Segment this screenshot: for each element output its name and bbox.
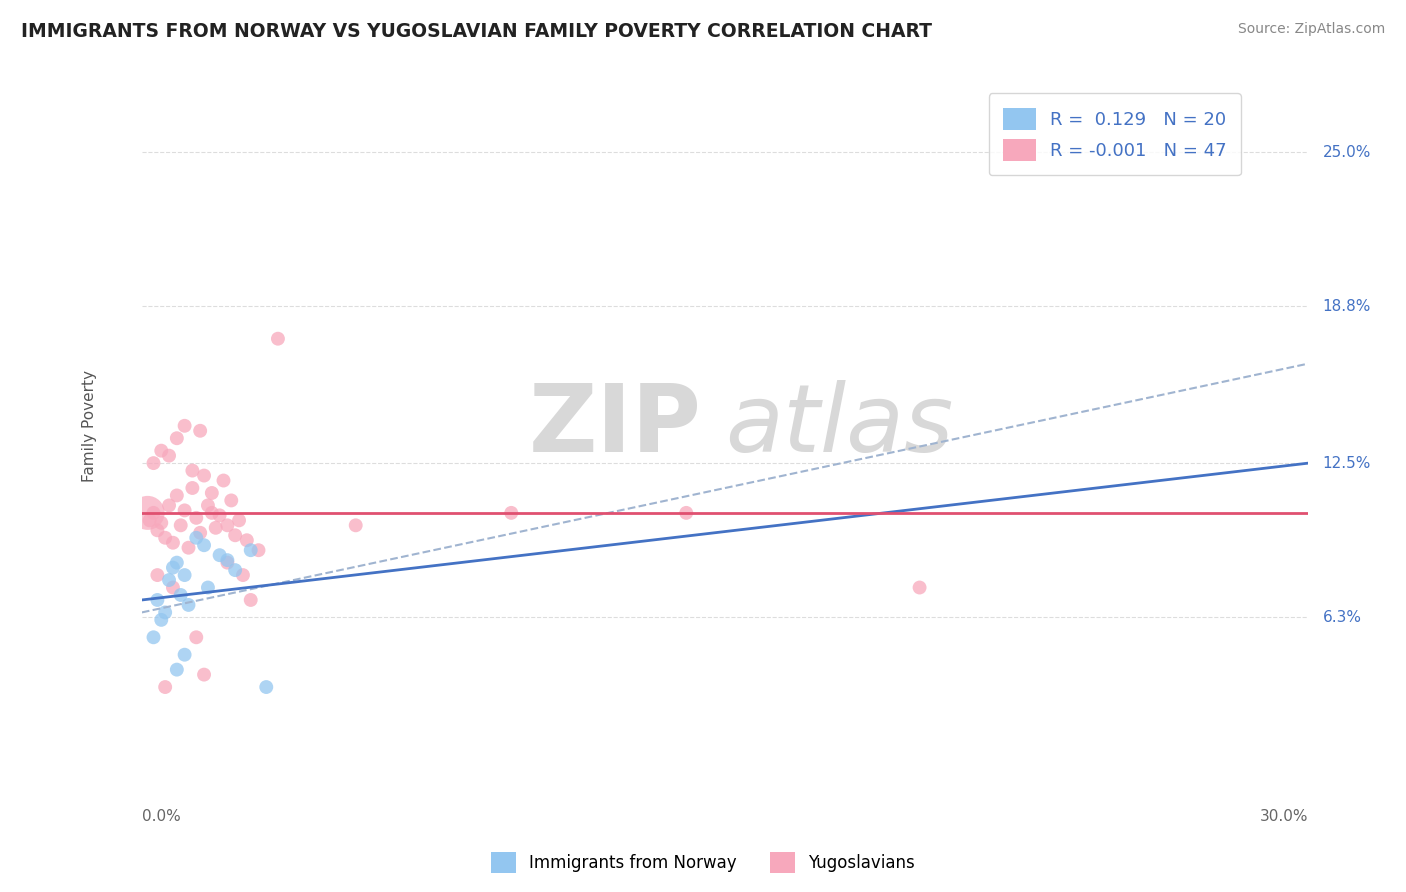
Point [344, 518, 367, 533]
Point [146, 568, 169, 582]
Point [173, 568, 195, 582]
Point [208, 548, 231, 562]
Point [239, 543, 262, 558]
Text: 0.0%: 0.0% [142, 809, 180, 824]
Point [267, 332, 290, 346]
Point [157, 573, 180, 587]
Point [146, 523, 169, 537]
Point [177, 541, 200, 555]
Point [239, 593, 262, 607]
Point [181, 481, 204, 495]
Point [193, 538, 215, 552]
Point [173, 418, 195, 433]
Text: Source: ZipAtlas.com: Source: ZipAtlas.com [1237, 22, 1385, 37]
Point [166, 431, 188, 445]
Point [162, 581, 184, 595]
Text: IMMIGRANTS FROM NORWAY VS YUGOSLAVIAN FAMILY POVERTY CORRELATION CHART: IMMIGRANTS FROM NORWAY VS YUGOSLAVIAN FA… [21, 22, 932, 41]
Point [162, 560, 184, 574]
Point [153, 531, 176, 545]
Point [908, 581, 931, 595]
Point [217, 556, 239, 570]
Point [142, 506, 165, 520]
Text: 25.0%: 25.0% [1323, 145, 1371, 160]
Point [188, 424, 211, 438]
Point [142, 630, 165, 644]
Point [197, 499, 219, 513]
Point [153, 680, 176, 694]
Text: 30.0%: 30.0% [1260, 809, 1309, 824]
Point [217, 518, 239, 533]
Legend: Immigrants from Norway, Yugoslavians: Immigrants from Norway, Yugoslavians [484, 846, 922, 880]
Point [136, 506, 159, 520]
Point [201, 486, 224, 500]
Point [173, 503, 195, 517]
Point [212, 474, 235, 488]
Point [146, 593, 169, 607]
Point [173, 648, 195, 662]
Point [247, 543, 270, 558]
Point [201, 506, 224, 520]
Text: 18.8%: 18.8% [1323, 299, 1371, 314]
Point [193, 468, 215, 483]
Text: 6.3%: 6.3% [1323, 610, 1361, 625]
Point [204, 521, 226, 535]
Point [166, 663, 188, 677]
Point [236, 533, 259, 548]
Point [193, 667, 215, 681]
Point [177, 598, 200, 612]
Point [142, 456, 165, 470]
Point [224, 563, 246, 577]
Point [197, 581, 219, 595]
Point [150, 613, 173, 627]
Point [186, 511, 208, 525]
Point [186, 630, 208, 644]
Point [157, 449, 180, 463]
Point [150, 516, 173, 530]
Point [153, 606, 176, 620]
Point [181, 464, 204, 478]
Point [675, 506, 697, 520]
Text: Family Poverty: Family Poverty [82, 370, 97, 482]
Text: ZIP: ZIP [529, 380, 702, 472]
Point [166, 488, 188, 502]
Point [170, 518, 193, 533]
Point [232, 568, 254, 582]
Point [217, 553, 239, 567]
Text: atlas: atlas [725, 380, 953, 471]
Point [208, 508, 231, 523]
Point [157, 499, 180, 513]
Legend: R =  0.129   N = 20, R = -0.001   N = 47: R = 0.129 N = 20, R = -0.001 N = 47 [988, 94, 1241, 176]
Point [166, 556, 188, 570]
Point [186, 531, 208, 545]
Point [170, 588, 193, 602]
Point [188, 525, 211, 540]
Point [138, 513, 160, 527]
Text: 12.5%: 12.5% [1323, 456, 1371, 471]
Point [228, 513, 250, 527]
Point [150, 443, 173, 458]
Point [219, 493, 242, 508]
Point [224, 528, 246, 542]
Point [254, 680, 277, 694]
Point [501, 506, 523, 520]
Point [162, 535, 184, 549]
